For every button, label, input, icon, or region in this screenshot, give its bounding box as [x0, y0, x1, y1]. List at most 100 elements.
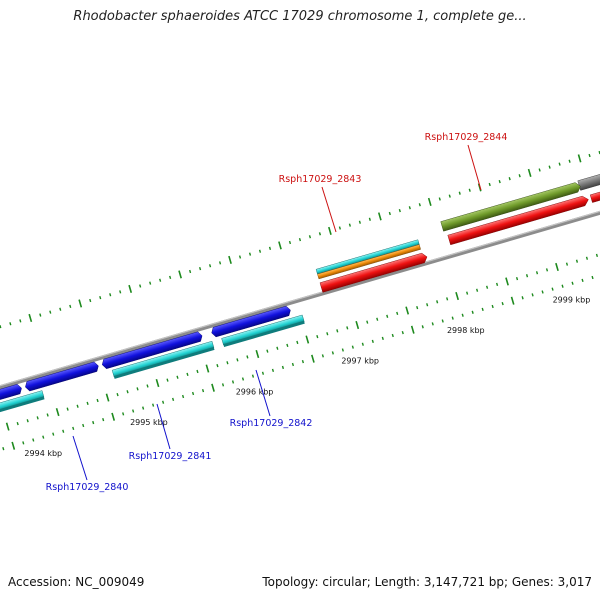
gene-cyan-2842: [221, 314, 305, 346]
scale-tick: [495, 282, 499, 287]
gene-label-2840[interactable]: Rsph17029_2840: [46, 482, 129, 493]
scale-tick: [92, 420, 95, 425]
scale-tick: [0, 325, 2, 329]
scale-tick: [178, 270, 182, 279]
scale-tick: [521, 296, 524, 300]
scale-tick: [286, 343, 289, 347]
scale-tick: [545, 268, 549, 272]
scale-tick: [66, 407, 69, 411]
scale-tick: [16, 422, 19, 426]
scale-tick: [78, 299, 83, 308]
scale-tick: [555, 262, 559, 272]
scale-tick: [55, 408, 60, 417]
scale-tick: [316, 334, 319, 339]
scale-tick: [128, 284, 133, 294]
callout-line-2842: [255, 369, 271, 417]
scale-tick: [111, 412, 116, 421]
scale-tick: [52, 432, 55, 436]
scale-tick: [501, 301, 504, 306]
kbp-labels: 2994 kbp 2995 kbp 2996 kbp 2997 kbp 2998 kbp…: [24, 295, 591, 458]
scale-tick: [591, 275, 594, 280]
scale-tick: [268, 246, 272, 250]
scale-tick: [377, 212, 382, 221]
scale-tick: [455, 291, 460, 301]
backbone-highlight: [0, 186, 600, 411]
scale-tick: [408, 206, 411, 210]
scale-tick: [361, 342, 364, 346]
scale-tick: [176, 375, 179, 379]
scale-tick: [431, 322, 434, 326]
scale-tick: [39, 313, 42, 317]
kbp-label: 2997 kbp: [341, 357, 379, 366]
scale-tick: [216, 364, 219, 368]
gene-label-2843[interactable]: Rsph17029_2843: [279, 174, 362, 185]
scale-tick: [585, 256, 589, 260]
scale-tick: [441, 319, 444, 323]
scale-tick: [32, 438, 35, 442]
scale-tick: [418, 203, 421, 207]
scale-tick: [398, 208, 401, 213]
scale-tick: [505, 277, 509, 286]
scale-tick: [386, 314, 389, 318]
scale-tick: [446, 297, 449, 301]
scale-tick: [9, 322, 12, 326]
scale-tick: [205, 364, 210, 373]
scale-tick: [186, 372, 189, 376]
scale-tick: [326, 332, 329, 336]
scale-tick: [476, 288, 479, 292]
kbp-label: 2994 kbp: [24, 449, 62, 458]
kbp-label: 2999 kbp: [553, 295, 591, 304]
gene-olive-2844-top: [440, 182, 581, 232]
scale-tick: [26, 419, 29, 423]
scale-tick: [376, 317, 379, 321]
scale-tick: [5, 422, 10, 431]
scale-tick: [561, 284, 564, 288]
scale-tick: [438, 197, 441, 201]
kbp-label: 2998 kbp: [447, 326, 485, 335]
scale-tick: [368, 217, 371, 221]
gene-label-2842[interactable]: Rsph17029_2842: [230, 418, 313, 429]
scale-tick: [568, 159, 571, 163]
scale-tick: [181, 394, 185, 399]
scale-tick: [102, 418, 105, 422]
scale-tick: [308, 235, 312, 239]
scale-tick: [581, 278, 584, 283]
scale-tick: [468, 188, 471, 192]
scale-tick: [189, 269, 192, 274]
scale-tick: [142, 406, 145, 410]
scale-tick: [525, 274, 529, 278]
scale-tick: [518, 174, 521, 178]
scale-tick: [132, 409, 135, 413]
scale-tick: [119, 290, 122, 294]
gene-red-2844: [447, 195, 589, 246]
callout-line-2843: [321, 186, 337, 233]
gene-label-2844[interactable]: Rsph17029_2844: [425, 132, 508, 143]
scale-tick: [471, 310, 474, 314]
gene-cyan-2841: [111, 340, 215, 378]
scale-tick: [236, 358, 239, 362]
scale-tick: [238, 255, 242, 259]
scale-tick: [548, 165, 551, 169]
scale-tick: [159, 278, 162, 282]
scale-tick: [311, 354, 315, 363]
scale-tick: [538, 168, 541, 172]
gene-blue-2840: [25, 361, 99, 392]
scale-tick: [166, 378, 169, 382]
map-title: Rhodobacter sphaeroides ATCC 17029 chrom…: [73, 9, 527, 24]
scale-tick: [396, 311, 399, 316]
gene-label-2841[interactable]: Rsph17029_2841: [129, 451, 212, 462]
scale-tick: [96, 398, 99, 403]
scale-tick: [388, 211, 391, 216]
scale-tick: [527, 168, 532, 177]
scale-tick: [89, 298, 92, 303]
callout-line-2844: [467, 144, 482, 191]
scale-tick: [226, 361, 229, 365]
gene-red-right: [589, 163, 600, 203]
scale-tick: [427, 197, 432, 206]
scale-tick: [565, 262, 569, 266]
scale-tick: [508, 177, 511, 181]
scale-tick: [551, 287, 554, 291]
scale-tick: [76, 404, 79, 408]
scale-tick: [346, 326, 349, 330]
scale-tick: [149, 281, 152, 285]
